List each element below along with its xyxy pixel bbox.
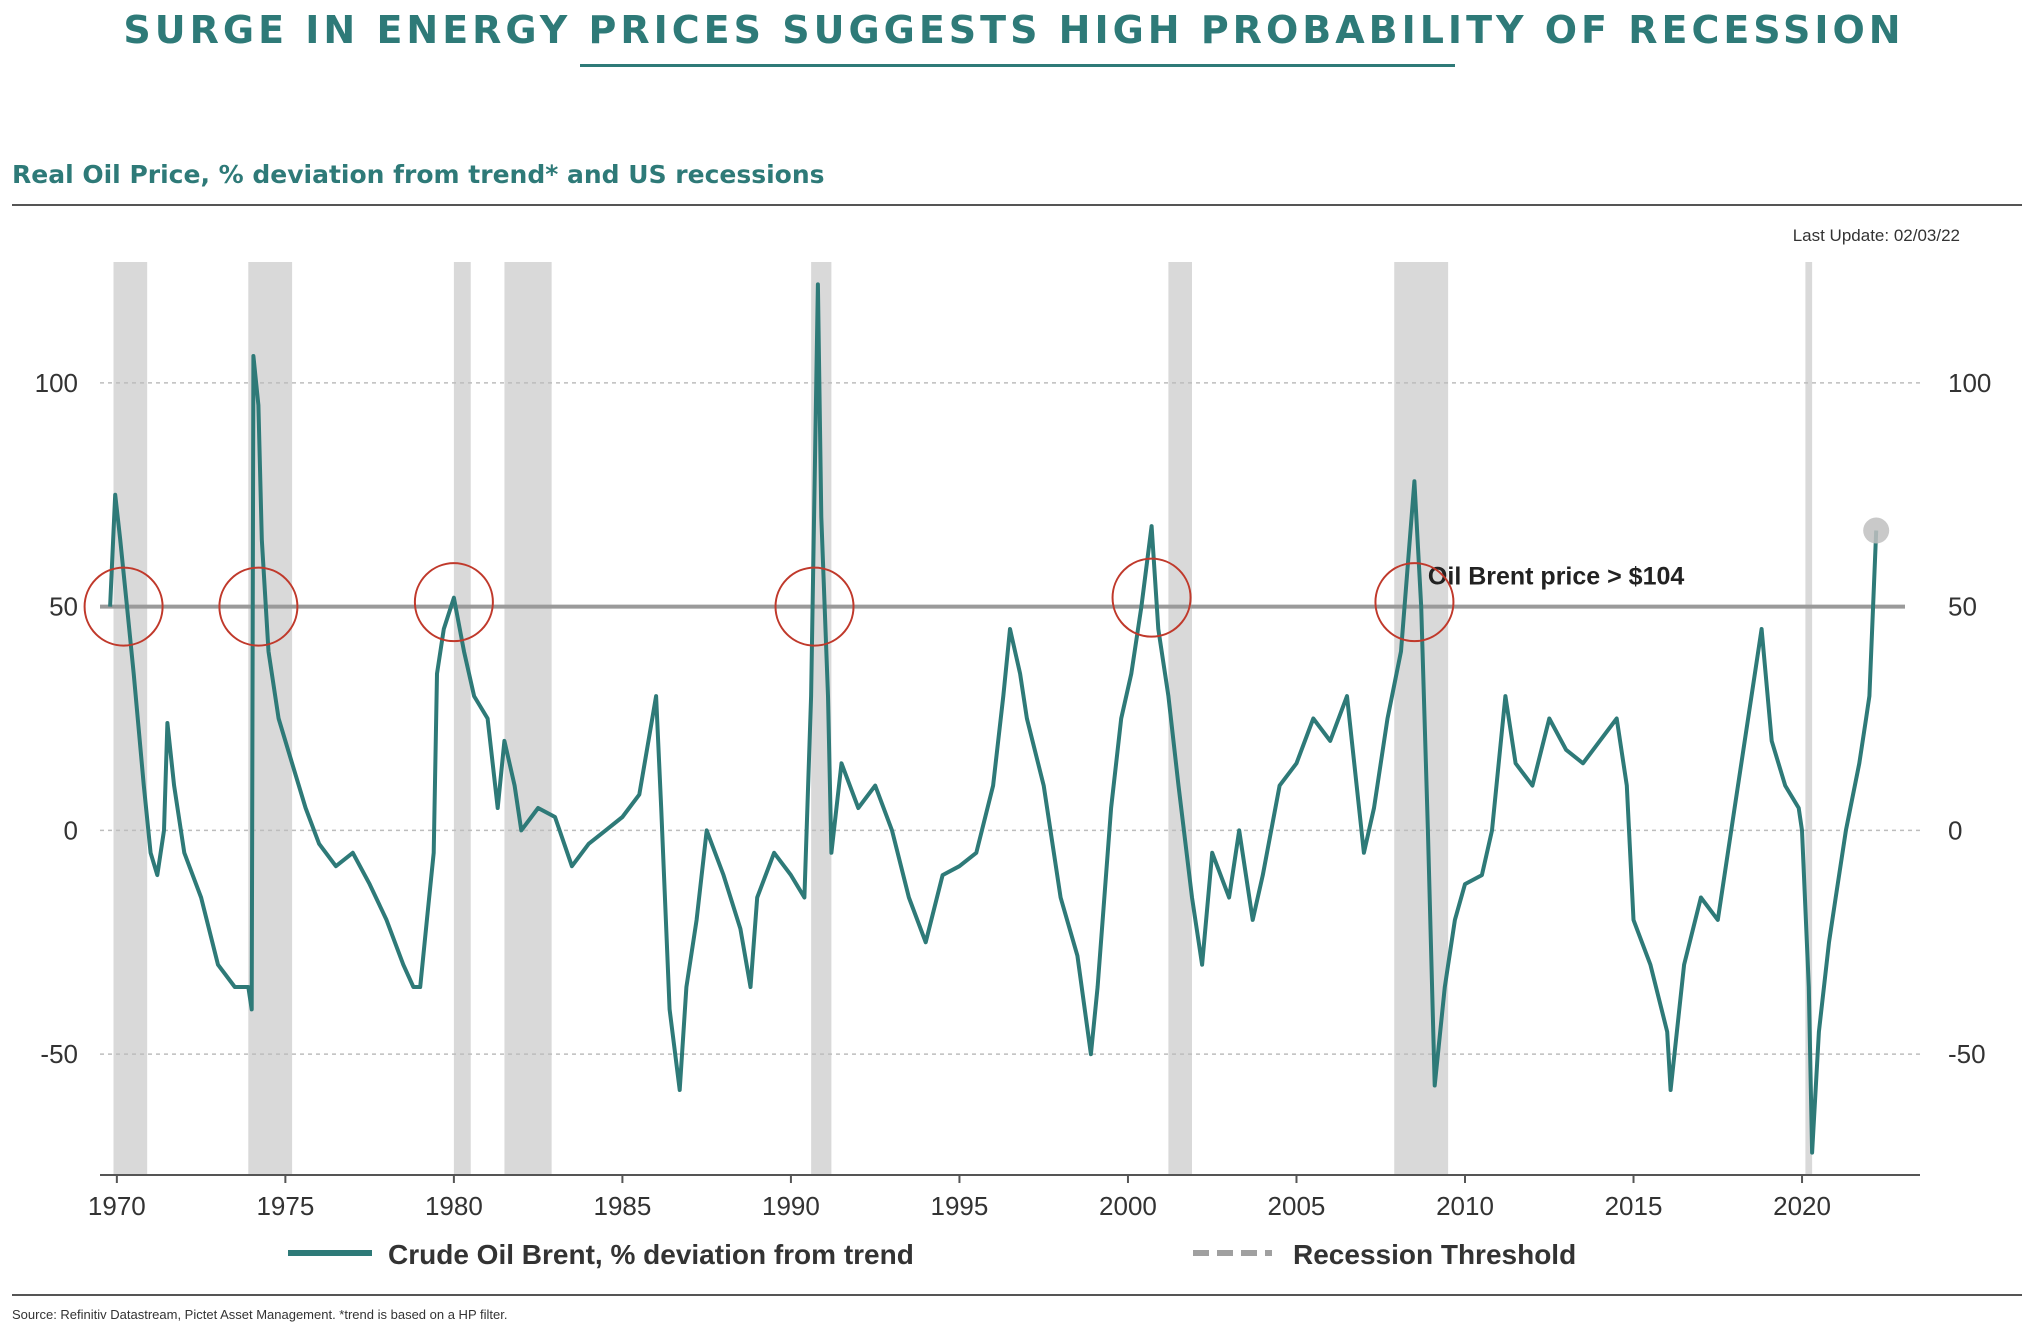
x-tick-label-2000: 2000	[1099, 1191, 1157, 1221]
x-tick-label-2015: 2015	[1605, 1191, 1663, 1221]
recession-band-1	[113, 262, 148, 1175]
y-axis-right-ticks: 100 50 0 -50	[1948, 368, 1991, 1069]
legend: Crude Oil Brent, % deviation from trend …	[288, 1239, 1576, 1270]
source-rule	[12, 1294, 2022, 1296]
chart-subtitle: Real Oil Price, % deviation from trend* …	[12, 160, 825, 189]
x-tick-label-1975: 1975	[256, 1191, 314, 1221]
headline-underline	[580, 64, 1455, 67]
x-tick-label-1985: 1985	[593, 1191, 651, 1221]
threshold-circle-3	[413, 562, 494, 643]
recession-band-8	[1805, 262, 1813, 1175]
last-update-label: Last Update: 02/03/22	[1792, 226, 1960, 245]
recession-band-3	[453, 262, 471, 1175]
headline-title: SURGE IN ENERGY PRICES SUGGESTS HIGH PRO…	[123, 8, 1905, 52]
recession-band-6	[1168, 262, 1192, 1175]
threshold-circle-1	[83, 566, 164, 647]
x-tick-label-1980: 1980	[425, 1191, 483, 1221]
y-right-label--50: -50	[1948, 1039, 1986, 1069]
recession-bands	[113, 262, 1813, 1175]
threshold-circle-2	[218, 566, 299, 647]
series-line-brent	[108, 282, 1879, 1155]
oil-price-chart: Oil Brent price > $104 1970 1975 1980 1985 1…	[35, 262, 1991, 1270]
x-tick-label-1990: 1990	[762, 1191, 820, 1221]
y-axis-left-ticks: 100 50 0 -50	[35, 368, 78, 1069]
threshold-circles	[83, 557, 1455, 647]
y-right-label-100: 100	[1948, 368, 1991, 398]
y-right-label-0: 0	[1948, 815, 1962, 845]
y-right-label-50: 50	[1948, 592, 1977, 622]
legend-series-label: Crude Oil Brent, % deviation from trend	[388, 1239, 914, 1270]
x-axis-ticks: 1970 1975 1980 1985 1990 1995 2000 2005 2010 2015…	[88, 1175, 1831, 1221]
latest-point-marker	[1863, 517, 1890, 544]
subtitle-rule	[12, 204, 2022, 206]
x-tick-label-1970: 1970	[88, 1191, 146, 1221]
x-tick-label-2010: 2010	[1436, 1191, 1494, 1221]
x-tick-label-2005: 2005	[1268, 1191, 1326, 1221]
threshold-circle-6	[1374, 562, 1455, 643]
x-tick-label-2020: 2020	[1773, 1191, 1831, 1221]
recession-band-4	[504, 262, 552, 1175]
y-left-label-50: 50	[49, 592, 78, 622]
recession-band-2	[248, 262, 293, 1175]
x-tick-label-1995: 1995	[931, 1191, 989, 1221]
legend-threshold-label: Recession Threshold	[1293, 1239, 1576, 1270]
y-left-label-100: 100	[35, 368, 78, 398]
y-left-label-0: 0	[64, 815, 78, 845]
y-left-label--50: -50	[40, 1039, 78, 1069]
threshold-label: Oil Brent price > $104	[1428, 563, 1684, 591]
threshold-circle-4	[774, 566, 855, 647]
threshold-circle-5	[1111, 557, 1192, 638]
source-note: Source: Refinitiv Datastream, Pictet Ass…	[12, 1307, 508, 1322]
